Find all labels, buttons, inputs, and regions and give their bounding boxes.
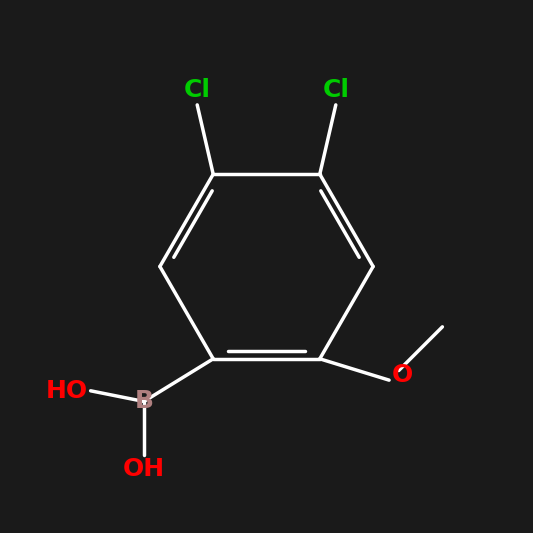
Text: HO: HO xyxy=(46,379,88,403)
Text: B: B xyxy=(134,390,154,414)
Text: Cl: Cl xyxy=(322,78,349,102)
Text: O: O xyxy=(392,363,413,387)
Text: OH: OH xyxy=(123,457,165,481)
Text: Cl: Cl xyxy=(184,78,211,102)
